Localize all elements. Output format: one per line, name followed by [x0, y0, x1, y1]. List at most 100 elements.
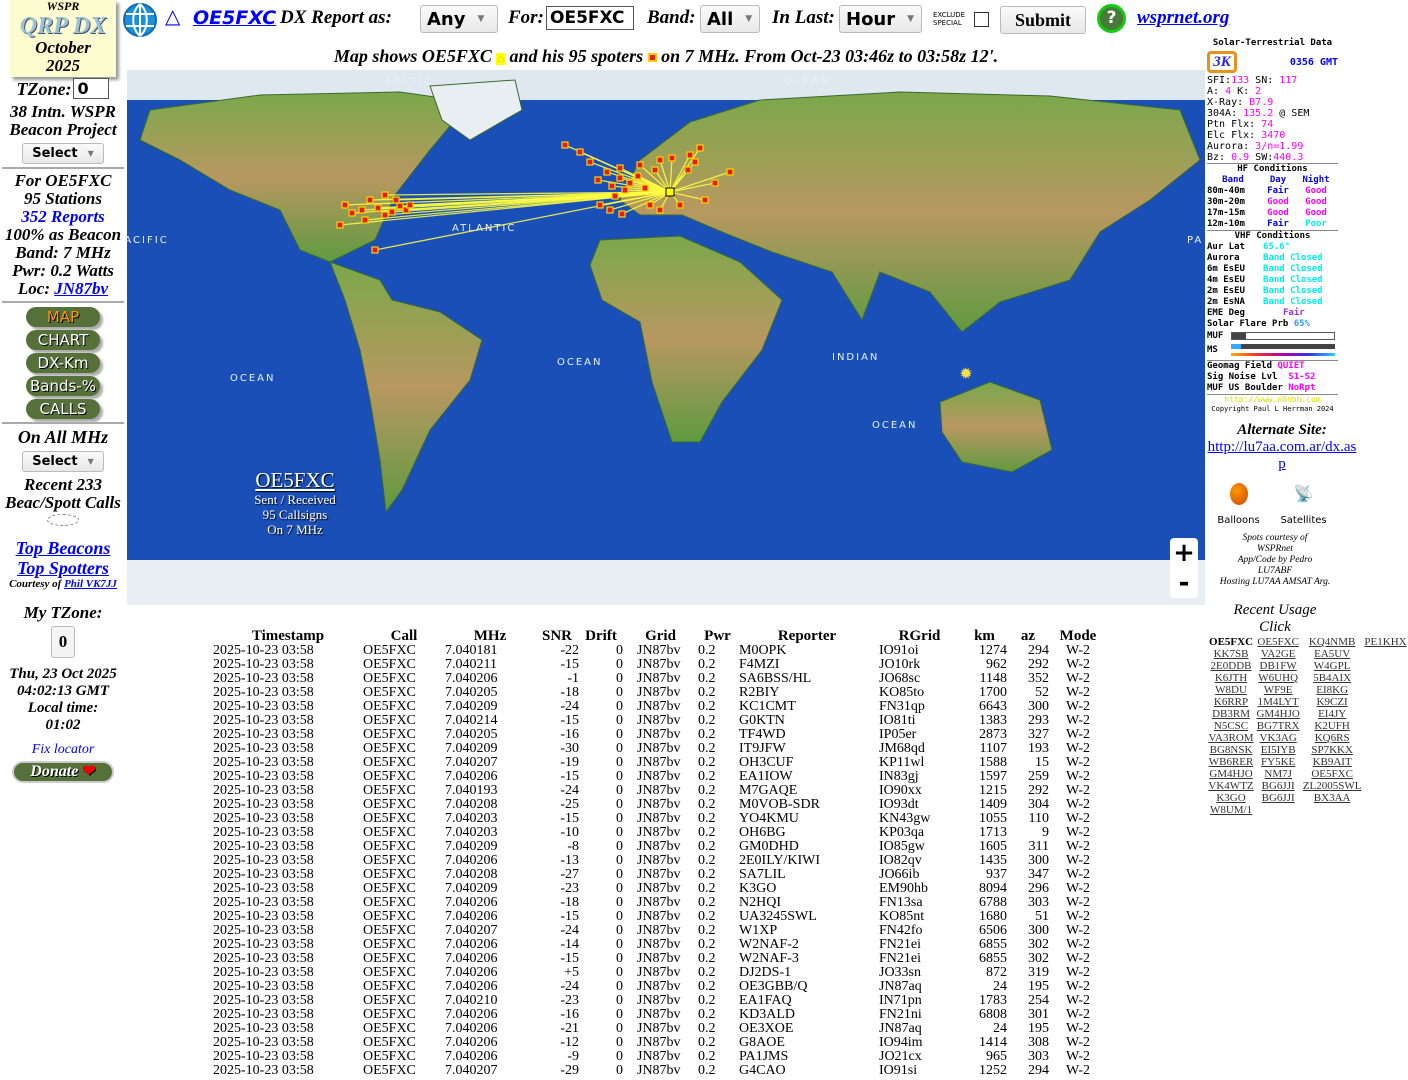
recent-call-link[interactable]: 1M4LYT — [1257, 696, 1299, 708]
globe-icon[interactable] — [121, 1, 159, 39]
spotter-marker[interactable] — [608, 182, 616, 190]
my-tzone-button[interactable]: 0 — [51, 626, 75, 658]
spotter-marker[interactable] — [726, 168, 734, 176]
submit-button[interactable]: Submit — [1000, 6, 1086, 34]
spotter-marker[interactable] — [361, 216, 369, 224]
spotter-marker[interactable] — [374, 204, 382, 212]
spotter-marker[interactable] — [656, 206, 664, 214]
home-station-marker[interactable] — [665, 187, 675, 197]
recent-call-link[interactable]: W4GPL — [1313, 660, 1351, 672]
all-mhz-select[interactable]: Select ▼ — [22, 451, 104, 472]
recent-call-link[interactable]: DB1FW — [1259, 660, 1297, 672]
header-timestamp[interactable]: Timestamp — [251, 628, 325, 644]
calls-button[interactable]: CALLS — [26, 399, 100, 419]
spotter-marker[interactable] — [402, 206, 410, 214]
spotter-marker[interactable] — [686, 151, 694, 159]
spotter-marker[interactable] — [594, 176, 602, 184]
spotter-marker[interactable] — [348, 209, 356, 217]
recent-call-link[interactable]: VK4WTZ — [1208, 780, 1254, 792]
recent-call-link[interactable]: BX3AA — [1313, 792, 1351, 804]
spotter-marker[interactable] — [701, 196, 709, 204]
header-snr[interactable]: SNR — [541, 628, 572, 644]
recent-call-link[interactable]: BG8NSK — [1209, 744, 1253, 756]
recent-call-link[interactable]: W6UHQ — [1258, 672, 1299, 684]
header-km[interactable]: km — [974, 628, 995, 644]
top-spotters-link[interactable]: Top Spotters — [17, 558, 109, 578]
spotter-marker[interactable] — [696, 144, 704, 152]
spotter-marker[interactable] — [691, 158, 699, 166]
header-call[interactable]: Call — [390, 628, 418, 644]
recent-call-link[interactable]: K6RRP — [1213, 696, 1249, 708]
header-grid[interactable]: Grid — [645, 628, 676, 644]
spotter-marker[interactable] — [668, 154, 676, 162]
recent-call-link[interactable]: KK7SB — [1213, 648, 1249, 660]
spotter-marker[interactable] — [576, 148, 584, 156]
spotter-marker[interactable] — [406, 201, 414, 209]
recent-call-link[interactable]: EI5IYB — [1260, 744, 1296, 756]
locator-link[interactable]: JN87bv — [54, 279, 109, 298]
recent-call-link[interactable]: EI4JY — [1318, 708, 1347, 720]
spotter-marker[interactable] — [616, 164, 624, 172]
spotter-marker[interactable] — [676, 201, 684, 209]
3k-badge[interactable]: 3K — [1207, 51, 1237, 73]
recent-call-link[interactable]: DB3RM — [1212, 708, 1250, 720]
recent-call-link[interactable]: GM4HJO — [1256, 708, 1300, 720]
balloons-link[interactable]: Balloons — [1217, 483, 1260, 527]
spotter-marker[interactable] — [651, 166, 659, 174]
chart-button[interactable]: CHART — [26, 330, 100, 350]
header-mode[interactable]: Mode — [1059, 628, 1097, 644]
spotter-marker[interactable] — [388, 208, 396, 216]
tzone-input[interactable]: 0 — [73, 78, 110, 99]
spotter-marker[interactable] — [611, 192, 619, 200]
donate-button[interactable]: Donate ❤ — [12, 761, 114, 783]
recent-call-link[interactable]: VA3ROM — [1208, 732, 1254, 744]
spotter-marker[interactable] — [603, 168, 611, 176]
world-map[interactable]: ✹ ARCTIC OCEAN PACIFIC ATLANTIC PA OCEAN… — [127, 70, 1205, 605]
header-reporter[interactable]: Reporter — [777, 628, 837, 644]
n0nbh-url[interactable]: http://www.n0nbh.com — [1207, 394, 1338, 405]
recent-call-link[interactable]: EA5UV — [1314, 648, 1351, 660]
spotter-marker[interactable] — [371, 246, 379, 254]
fix-locator-link[interactable]: Fix locator — [31, 742, 95, 757]
recent-call-link[interactable]: BG7TRX — [1256, 720, 1300, 732]
zoom-in-button[interactable]: + — [1173, 538, 1195, 568]
spotter-marker[interactable] — [616, 174, 624, 182]
phil-vk7jj-link[interactable]: Phil VK7JJ — [64, 578, 117, 590]
recent-call-link[interactable]: BG6JJI — [1261, 792, 1295, 804]
recent-call-link[interactable]: OE5FXC — [1209, 636, 1254, 648]
recent-call-link[interactable]: VA2GE — [1260, 648, 1296, 660]
spotter-marker[interactable] — [606, 206, 614, 214]
recent-call-link[interactable]: KQ4NMB — [1308, 636, 1356, 648]
spotter-marker[interactable] — [381, 211, 389, 219]
spotter-marker[interactable] — [641, 184, 649, 192]
recent-call-link[interactable]: KB9AIT — [1312, 756, 1352, 768]
recent-call-link[interactable]: OE5FXC — [1257, 636, 1299, 648]
header-az[interactable]: az — [1020, 628, 1036, 644]
spotter-marker[interactable] — [358, 206, 366, 214]
project-select[interactable]: Select ▼ — [22, 143, 104, 164]
spotter-marker[interactable] — [711, 179, 719, 187]
spotter-marker[interactable] — [634, 172, 642, 180]
for-callsign-input[interactable]: OE5FXC — [546, 6, 634, 30]
recent-call-link[interactable]: ZL2005SWL — [1302, 780, 1362, 792]
recent-call-link[interactable]: SP7KKX — [1311, 744, 1353, 756]
recent-call-link[interactable]: NM7J — [1264, 768, 1292, 780]
recent-call-link[interactable]: WF9E — [1263, 684, 1293, 696]
header-pwr[interactable]: Pwr — [704, 628, 731, 644]
recent-call-link[interactable]: VK3AG — [1259, 732, 1297, 744]
header-rgrid[interactable]: RGrid — [898, 628, 941, 644]
zoom-out-button[interactable]: - — [1178, 568, 1190, 598]
recent-call-link[interactable]: GM4HJO — [1209, 768, 1253, 780]
recent-call-link[interactable]: PE1KHX — [1364, 636, 1407, 648]
spotter-marker[interactable] — [341, 201, 349, 209]
spotter-marker[interactable] — [336, 221, 344, 229]
recent-call-link[interactable]: K3GO — [1216, 792, 1246, 804]
triangle-icon[interactable]: △ — [165, 6, 181, 28]
recent-call-link[interactable]: 5B4AIX — [1313, 672, 1352, 684]
spotter-marker[interactable] — [396, 202, 404, 210]
spotter-marker[interactable] — [646, 201, 654, 209]
recent-call-link[interactable]: K2UFH — [1314, 720, 1350, 732]
spotter-marker[interactable] — [684, 166, 692, 174]
recent-call-link[interactable]: OE5FXC — [1311, 768, 1353, 780]
spotter-marker[interactable] — [621, 186, 629, 194]
